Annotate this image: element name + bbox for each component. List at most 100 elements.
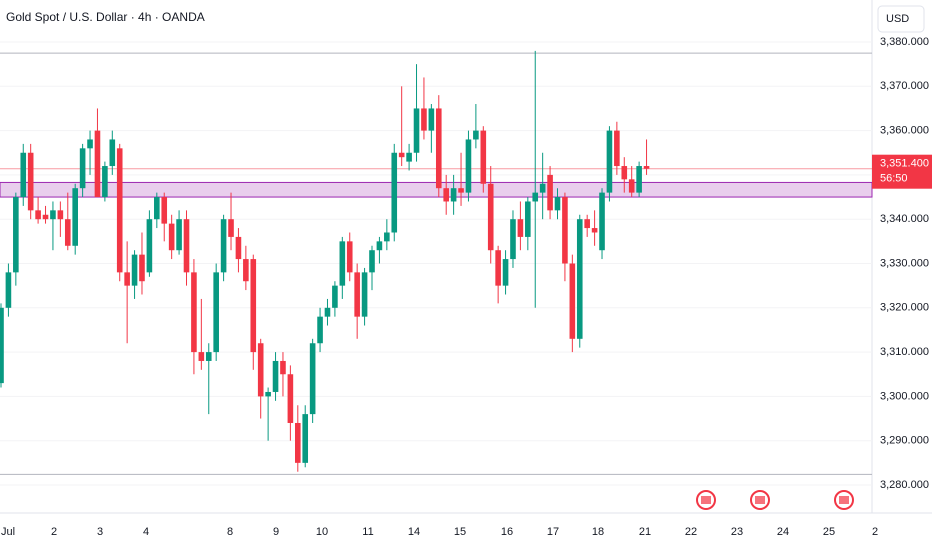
title-bg <box>0 6 180 28</box>
candle-body <box>532 192 539 202</box>
candle-body <box>287 374 294 423</box>
candle-body <box>495 250 501 286</box>
candle-body <box>354 272 360 317</box>
candle-body <box>27 152 34 211</box>
candle-body <box>94 130 101 198</box>
candle-body <box>250 259 257 353</box>
x-tick-label: 22 <box>685 526 697 538</box>
flag <box>701 496 711 504</box>
candle-body <box>576 219 583 339</box>
y-tick-label: 3,380.000 <box>880 36 929 48</box>
candle-body <box>369 250 375 273</box>
x-tick-label: 4 <box>143 526 149 538</box>
candle-body <box>139 254 145 282</box>
x-tick-label: 17 <box>547 526 559 538</box>
candle-body <box>64 219 71 246</box>
candle-body <box>272 360 279 392</box>
candle-body <box>413 108 420 153</box>
candle-body <box>599 192 605 251</box>
candle-body <box>487 183 494 251</box>
flag <box>839 496 849 504</box>
candle-body <box>102 166 108 198</box>
candle-body <box>50 210 56 220</box>
candle-body <box>116 148 123 273</box>
candle-body <box>443 188 449 202</box>
candle-body <box>450 188 457 202</box>
x-tick-label: 18 <box>592 526 604 538</box>
x-tick-label: Jul <box>1 526 15 538</box>
x-tick-label: 24 <box>777 526 789 538</box>
y-tick-label: 3,290.000 <box>880 435 929 447</box>
event-icons <box>696 490 854 510</box>
candle-body <box>391 152 398 233</box>
candle-body <box>636 166 642 193</box>
candle-body <box>591 228 598 233</box>
candle-body <box>79 148 86 189</box>
candle-body <box>384 232 390 242</box>
y-tick-label: 3,330.000 <box>880 257 929 269</box>
candle-body <box>584 219 590 229</box>
candle-body <box>376 241 383 251</box>
candle-body <box>465 139 472 193</box>
y-tick-label: 3,340.000 <box>880 213 929 225</box>
candle-body <box>131 254 138 286</box>
candle-body <box>606 130 613 193</box>
candle-body <box>146 219 153 273</box>
candle-body <box>621 166 628 180</box>
x-tick-label: 15 <box>454 526 466 538</box>
candle-body <box>228 219 234 237</box>
candle-body <box>87 139 93 149</box>
x-tick-label: 9 <box>273 526 279 538</box>
candle-body <box>265 391 271 397</box>
candle-body <box>502 259 509 286</box>
x-tick-label: 2 <box>872 526 878 538</box>
candle-body <box>435 108 442 189</box>
candle-body <box>398 152 405 158</box>
candle-body <box>57 210 64 220</box>
candle-body <box>428 108 435 131</box>
candle-body <box>235 236 242 260</box>
candle-body <box>324 307 331 317</box>
candle-body <box>183 219 190 273</box>
candle-body <box>562 197 568 264</box>
candle-body <box>339 241 346 286</box>
candle-body <box>458 188 464 193</box>
candle-body <box>473 130 479 140</box>
candle-body <box>517 219 524 237</box>
candle-body <box>309 343 316 415</box>
currency[interactable]: USD <box>886 13 909 25</box>
x-tick-label: 2 <box>51 526 57 538</box>
candle-body <box>13 197 19 273</box>
candle-body <box>109 139 116 167</box>
candle-body <box>480 130 487 184</box>
x-tick-label: 16 <box>501 526 513 538</box>
candle-body <box>20 152 27 198</box>
candle-body <box>176 219 182 251</box>
candle-body <box>628 179 635 193</box>
candle-body <box>317 316 323 344</box>
candle-body <box>554 197 561 211</box>
candle-body <box>547 174 553 211</box>
candle-body <box>332 285 338 308</box>
flag <box>755 496 765 504</box>
candle-body <box>614 130 620 167</box>
candle-body <box>539 183 546 193</box>
candle-body <box>643 166 650 169</box>
currency-button[interactable] <box>877 5 925 33</box>
candle-body <box>421 108 427 131</box>
candle-body <box>198 352 205 361</box>
candle-body <box>124 272 130 286</box>
candle-body <box>280 360 286 375</box>
x-tick-label: 21 <box>639 526 651 538</box>
y-tick-label: 3,310.000 <box>880 346 929 358</box>
candle-body <box>510 219 516 260</box>
candle-body <box>42 214 49 220</box>
candle-body <box>161 197 168 224</box>
candle-body <box>5 272 12 308</box>
candle-body <box>168 223 175 251</box>
candle-body <box>220 219 227 273</box>
chart-title: Gold Spot / U.S. Dollar · 4h · OANDA <box>6 10 205 24</box>
x-tick-label: 25 <box>823 526 835 538</box>
x-tick-label: 23 <box>731 526 743 538</box>
